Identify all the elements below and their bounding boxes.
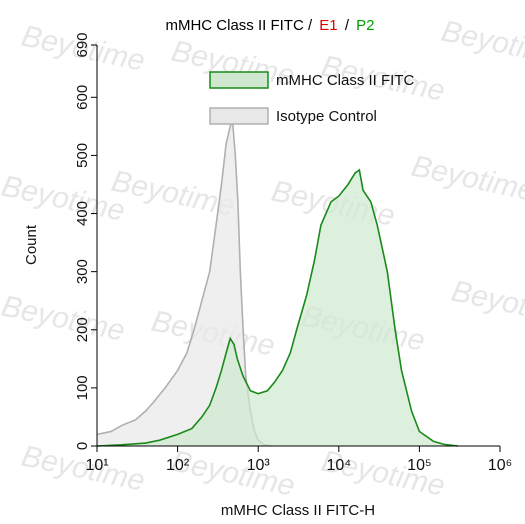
watermark: Beyotime [409, 150, 525, 208]
title-part: mMHC Class II FITC / [165, 17, 312, 34]
y-tick-label: 400 [74, 201, 91, 226]
legend-label: Isotype Control [276, 108, 377, 125]
y-tick-label: 300 [74, 259, 91, 284]
legend-swatch [209, 71, 269, 89]
area [97, 169, 458, 446]
watermark: Beyotime [0, 290, 128, 348]
title-part: P2 [356, 17, 374, 34]
x-tick-label: 10² [166, 457, 190, 474]
legend-swatch [209, 107, 269, 125]
y-tick-label: 200 [74, 317, 91, 342]
watermark: Beyotime [0, 170, 128, 228]
watermark: Beyotime [449, 275, 525, 333]
x-tick-label: 10¹ [85, 457, 108, 474]
x-tick-label: 10⁵ [407, 457, 431, 474]
title-part: / [345, 17, 350, 34]
y-axis-label: Count [23, 224, 40, 265]
line [96, 168, 458, 447]
x-axis-label: mMHC Class II FITC-H [221, 502, 375, 519]
x-tick-label: 10⁴ [326, 457, 351, 474]
legend-label: mMHC Class II FITC [276, 72, 414, 89]
y-tick-label: 600 [74, 85, 91, 110]
watermark: Beyotime [439, 15, 525, 73]
y-tick-label: 0 [74, 442, 91, 450]
y-tick-label: 690 [74, 32, 91, 57]
x-tick-label: 10³ [247, 457, 271, 474]
y-tick-label: 500 [74, 143, 91, 168]
chart-title: mMHC Class II FITC / E1 / P2 [165, 17, 374, 34]
x-tick-label: 10⁶ [488, 457, 512, 474]
title-part: E1 [319, 17, 337, 34]
y-tick-label: 100 [74, 375, 91, 400]
